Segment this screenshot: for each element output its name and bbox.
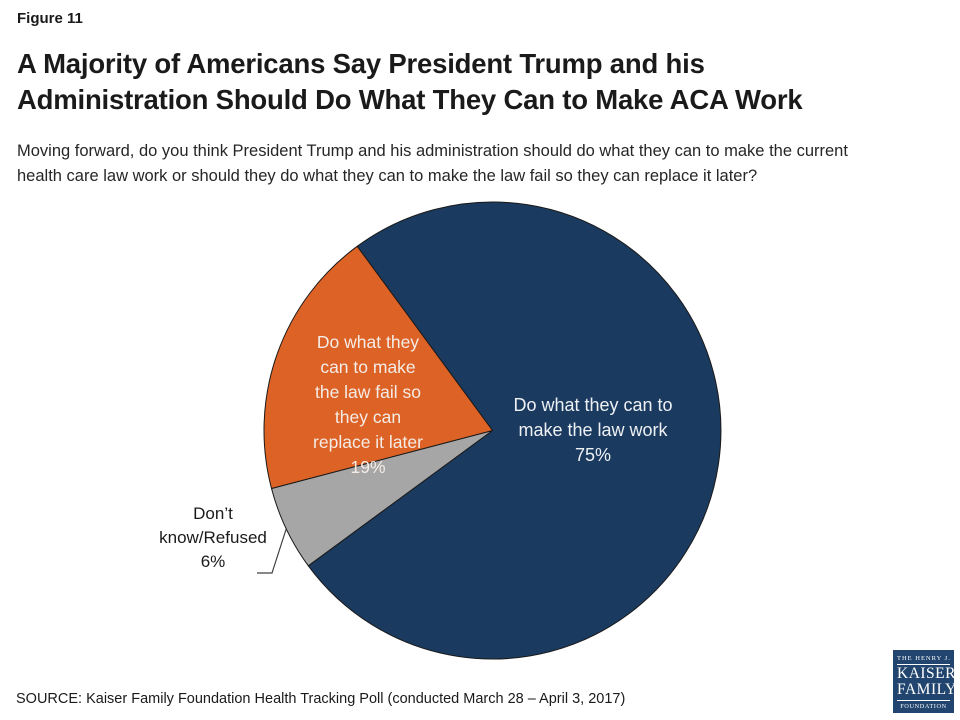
leader-line-dont-know	[257, 527, 288, 574]
kff-logo-line-foundation: FOUNDATION	[897, 700, 950, 710]
page-title: A Majority of Americans Say President Tr…	[17, 48, 803, 115]
slice-label-law-work: Do what they can to make the law work 75…	[513, 395, 673, 465]
kff-logo-line-kaiser: KAISER	[897, 665, 956, 682]
kff-logo: THE HENRY J. KAISER FAMILY FOUNDATION	[893, 650, 957, 713]
slice-label-dont-know: Don’t know/Refused 6%	[159, 504, 267, 571]
kff-logo-line-henry: THE HENRY J.	[897, 655, 950, 665]
kff-logo-line-family: FAMILY	[897, 681, 957, 698]
pie-slice-law-work	[307, 201, 722, 660]
pie-slice-law-fail	[263, 245, 493, 489]
slice-label-law-fail: Do what they can to make the law fail so…	[313, 332, 423, 477]
source-note: SOURCE: Kaiser Family Foundation Health …	[16, 691, 626, 707]
figure-label: Figure 11	[17, 10, 83, 27]
survey-question: Moving forward, do you think President T…	[17, 142, 848, 185]
